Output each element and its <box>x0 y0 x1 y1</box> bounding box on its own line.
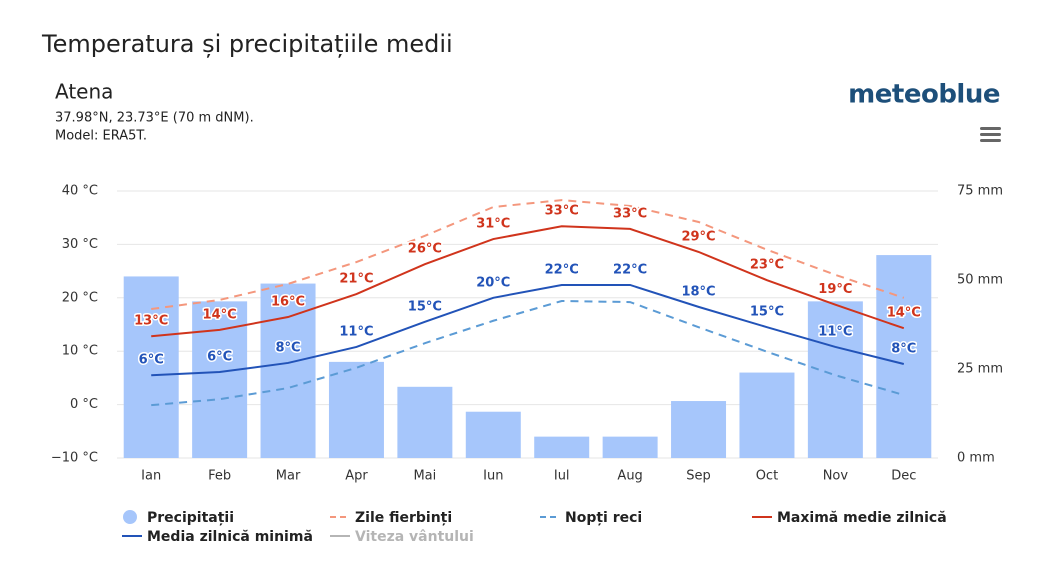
data-label: 16°C <box>271 295 305 310</box>
x-tick-label: Ian <box>141 469 161 484</box>
x-tick-label: Apr <box>345 469 368 484</box>
legend-label[interactable]: Maximă medie zilnică <box>777 510 947 526</box>
location: Atena <box>55 80 113 104</box>
y-tick-label: 30 °C <box>62 237 98 252</box>
data-label: 13°C <box>134 314 168 329</box>
legend-label[interactable]: Nopți reci <box>565 510 642 526</box>
precip-bar <box>397 386 453 458</box>
brand-logo: meteoblue <box>848 80 1000 110</box>
legend-label[interactable]: Precipitații <box>147 510 234 526</box>
model: Model: ERA5T. <box>55 129 147 144</box>
precip-bar <box>876 255 932 458</box>
x-tick-label: Aug <box>617 469 642 484</box>
x-tick-label: Mai <box>413 469 436 484</box>
y-tick-label: −10 °C <box>51 451 98 466</box>
data-label: 15°C <box>408 299 442 314</box>
precip-bar <box>534 436 590 458</box>
line <box>151 199 905 311</box>
data-label: 6°C <box>139 353 164 368</box>
line <box>151 283 905 377</box>
coordinates: 37.98°N, 23.73°E (70 m dNM). <box>55 111 254 126</box>
precip-bar <box>602 436 658 458</box>
y-tick-label: 40 °C <box>62 184 98 199</box>
y-tick-label: 0 °C <box>70 397 98 412</box>
data-label: 6°C <box>207 350 232 365</box>
data-label: 8°C <box>275 340 300 355</box>
y-tick-label: 20 °C <box>62 290 98 305</box>
legend-label[interactable]: Media zilnică minimă <box>147 529 313 545</box>
data-label: 8°C <box>891 342 916 357</box>
data-label: 33°C <box>545 204 579 219</box>
data-label: 19°C <box>818 282 852 297</box>
x-tick-label: Iun <box>483 469 503 484</box>
data-label: 15°C <box>750 305 784 320</box>
legend-label[interactable]: Viteza vântului <box>355 529 474 545</box>
precip-bar <box>465 411 521 458</box>
x-tick-label: Sep <box>686 469 711 484</box>
data-label: 11°C <box>339 324 373 339</box>
data-label: 31°C <box>476 217 510 232</box>
data-label: 23°C <box>750 258 784 273</box>
y2-tick-label: 50 mm <box>957 273 1003 288</box>
data-label: 14°C <box>203 307 237 322</box>
data-label: 22°C <box>545 262 579 277</box>
menu-bar <box>980 127 1001 130</box>
x-tick-label: Nov <box>823 469 849 484</box>
menu-bar <box>980 133 1001 136</box>
y-tick-label: 10 °C <box>62 344 98 359</box>
y2-tick-label: 75 mm <box>957 184 1003 199</box>
x-tick-label: Iul <box>554 469 570 484</box>
data-label: 14°C <box>887 306 921 321</box>
precip-bar <box>192 301 248 458</box>
x-tick-label: Mar <box>276 469 301 484</box>
precip-bar <box>671 401 727 458</box>
line <box>151 225 905 338</box>
x-tick-label: Oct <box>756 469 778 484</box>
data-label: 29°C <box>681 229 715 244</box>
line <box>151 300 905 407</box>
data-label: 33°C <box>613 206 647 221</box>
data-label: 18°C <box>681 284 715 299</box>
precip-bar <box>739 372 795 458</box>
x-tick-label: Feb <box>208 469 231 484</box>
y2-tick-label: 0 mm <box>957 451 995 466</box>
legend-symbol <box>123 510 137 524</box>
data-label: 20°C <box>476 275 510 290</box>
page-title: Temperatura și precipitațiile medii <box>41 30 453 58</box>
data-label: 11°C <box>818 324 852 339</box>
x-tick-label: Dec <box>891 469 916 484</box>
precip-bar <box>328 361 384 458</box>
data-label: 21°C <box>339 272 373 287</box>
menu-button[interactable] <box>980 126 1002 144</box>
precip-bar <box>260 283 316 458</box>
data-label: 26°C <box>408 242 442 257</box>
legend-label[interactable]: Zile fierbinți <box>355 510 452 526</box>
y2-tick-label: 25 mm <box>957 362 1003 377</box>
data-label: 22°C <box>613 262 647 277</box>
menu-bar <box>980 139 1001 142</box>
